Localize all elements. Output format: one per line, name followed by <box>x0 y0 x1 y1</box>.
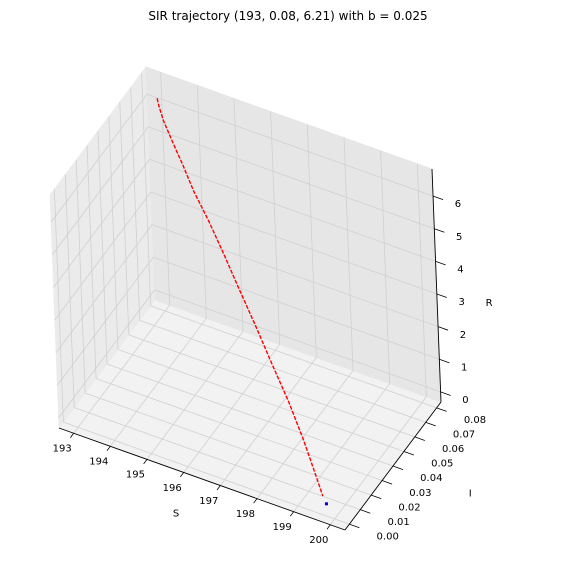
y-tick-mark <box>360 510 370 514</box>
z-tick-label: 4 <box>457 265 463 276</box>
z-tick-mark <box>433 196 443 200</box>
x-tick-mark <box>327 525 330 529</box>
y-tick-mark <box>426 422 436 426</box>
x-tick-label: 194 <box>89 457 108 468</box>
y-tick-mark <box>349 524 359 528</box>
x-tick-label: 197 <box>199 496 218 507</box>
y-axis-label: I <box>469 489 472 500</box>
z-tick-label: 6 <box>455 199 461 210</box>
z-tick-mark <box>438 327 448 331</box>
z-tick-mark <box>434 229 444 233</box>
y-tick-mark <box>437 408 447 412</box>
x-tick-label: 198 <box>236 509 255 520</box>
y-tick-mark <box>393 466 403 470</box>
x-tick-label: 195 <box>126 470 145 481</box>
x-tick-mark <box>290 512 293 516</box>
z-tick-mark <box>436 261 446 265</box>
x-tick-label: 200 <box>309 535 328 546</box>
y-tick-label: 0.00 <box>377 531 399 542</box>
x-tick-mark <box>217 486 220 490</box>
x-tick-mark <box>144 459 147 463</box>
y-tick-label: 0.07 <box>453 430 475 441</box>
x-tick-label: 193 <box>53 444 72 455</box>
y-tick-mark <box>404 451 414 455</box>
y-tick-label: 0.01 <box>387 517 409 528</box>
z-tick-label: 3 <box>459 297 465 308</box>
y-tick-mark <box>371 495 381 499</box>
y-tick-label: 0.03 <box>409 488 431 499</box>
x-tick-mark <box>254 499 257 503</box>
y-tick-mark <box>415 437 425 441</box>
x-tick-mark <box>180 472 183 476</box>
y-tick-label: 0.06 <box>442 444 464 455</box>
x-tick-label: 199 <box>273 522 292 533</box>
y-tick-label: 0.05 <box>431 459 453 470</box>
z-tick-mark <box>437 294 447 298</box>
z-tick-label: 2 <box>460 330 466 341</box>
z-axis-label: R <box>486 298 493 309</box>
x-axis-label: S <box>173 509 179 520</box>
x-tick-label: 196 <box>163 483 182 494</box>
z-tick-mark <box>439 359 449 363</box>
series-1-point <box>325 502 328 505</box>
x-tick-mark <box>107 446 110 450</box>
z-tick-mark <box>441 392 451 396</box>
y-tick-label: 0.04 <box>420 473 442 484</box>
z-tick-label: 0 <box>462 395 468 406</box>
z-tick-label: 5 <box>456 232 462 243</box>
y-tick-label: 0.08 <box>464 415 486 426</box>
z-tick-label: 1 <box>461 362 467 373</box>
x-tick-mark <box>70 433 73 437</box>
y-tick-label: 0.02 <box>398 502 420 513</box>
y-tick-mark <box>382 481 392 485</box>
